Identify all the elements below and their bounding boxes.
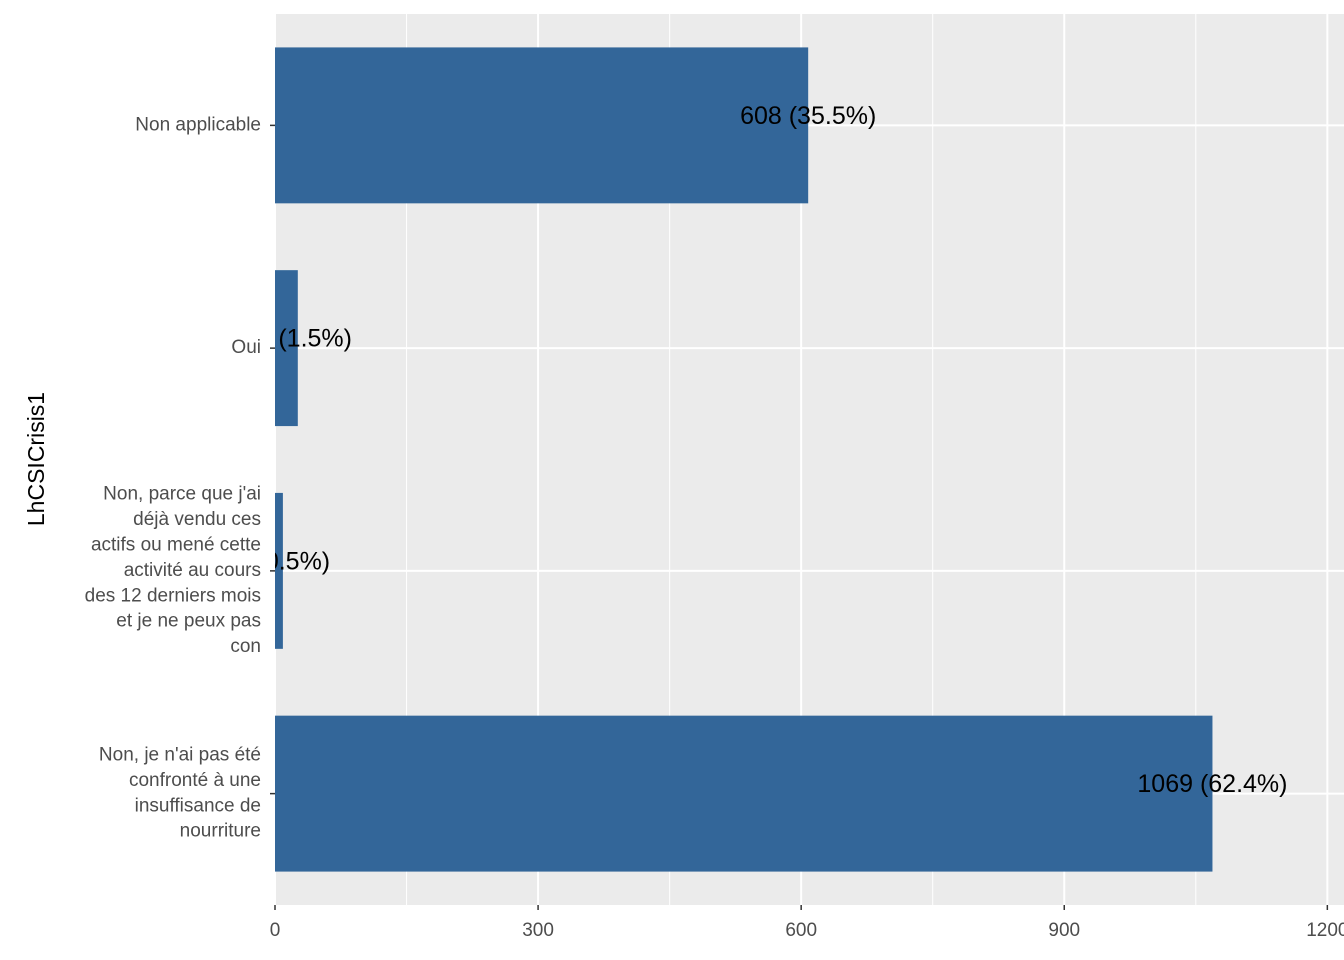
y-tick-label: Non, je n'ai pas été confronté à une insuf… xyxy=(99,745,261,842)
x-tick-label: 300 xyxy=(522,920,554,941)
bar xyxy=(275,492,283,649)
y-tick-label: Oui xyxy=(231,337,261,358)
value-labels: 608 (35.5%) 26 (1.5%) 9 (0.5%) 1069 (62.4%) xyxy=(236,102,1288,798)
bar xyxy=(275,715,1213,872)
x-tick-label: 0 xyxy=(270,920,281,941)
value-label: 9 (0.5%) xyxy=(236,547,330,575)
bar xyxy=(275,47,809,204)
y-tick-label: Non applicable xyxy=(135,114,261,135)
y-tick-label: Non, parce que j'ai déjà vendu ces actifs … xyxy=(85,484,261,657)
x-tick-label: 900 xyxy=(1048,920,1080,941)
value-label: 608 (35.5%) xyxy=(740,102,876,130)
y-axis-title: LhCSICrisis1 xyxy=(23,392,49,526)
x-tick-label: 1200 xyxy=(1306,920,1344,941)
x-tick-label: 600 xyxy=(785,920,817,941)
value-label: 26 (1.5%) xyxy=(244,325,352,353)
bar xyxy=(275,270,298,427)
value-label: 1069 (62.4%) xyxy=(1137,770,1287,798)
